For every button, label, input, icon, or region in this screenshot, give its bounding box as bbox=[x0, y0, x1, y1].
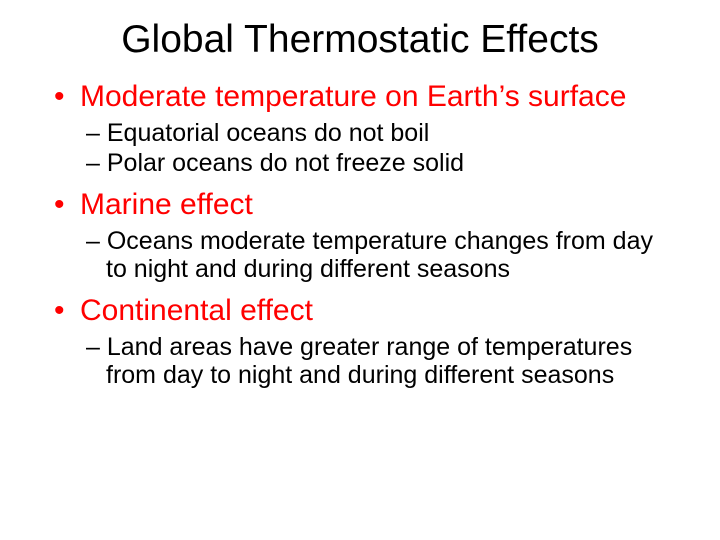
sub-bullet-item: – Oceans moderate temperature changes fr… bbox=[48, 227, 672, 285]
slide: Global Thermostatic Effects •Moderate te… bbox=[0, 0, 720, 540]
sub-bullet-item: – Polar oceans do not freeze solid bbox=[48, 149, 672, 178]
sub-bullet-label: Equatorial oceans do not boil bbox=[107, 119, 429, 147]
bullet-item-3: •Continental effect bbox=[48, 294, 672, 329]
sub-bullet-item: – Land areas have greater range of tempe… bbox=[48, 333, 672, 391]
bullet-icon: • bbox=[54, 294, 80, 329]
sub-bullet-label: Polar oceans do not freeze solid bbox=[107, 149, 464, 177]
bullet-label: Moderate temperature on Earth’s surface bbox=[80, 80, 626, 113]
bullet-item-1: •Moderate temperature on Earth’s surface bbox=[48, 80, 672, 115]
slide-title: Global Thermostatic Effects bbox=[48, 18, 672, 62]
bullet-item-2: •Marine effect bbox=[48, 188, 672, 223]
bullet-icon: • bbox=[54, 188, 80, 223]
bullet-icon: • bbox=[54, 80, 80, 115]
sub-bullet-label: Land areas have greater range of tempera… bbox=[106, 333, 632, 390]
bullet-label: Continental effect bbox=[80, 294, 313, 327]
sub-bullet-item: – Equatorial oceans do not boil bbox=[48, 119, 672, 148]
bullet-label: Marine effect bbox=[80, 188, 253, 221]
sub-bullet-label: Oceans moderate temperature changes from… bbox=[106, 227, 653, 284]
